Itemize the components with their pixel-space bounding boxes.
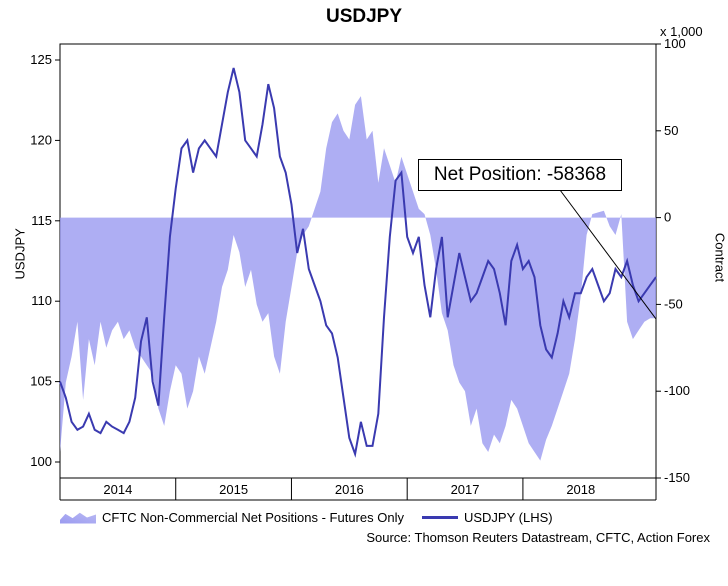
source-note: Source: Thomson Reuters Datastream, CFTC… — [366, 530, 710, 545]
legend-area-swatch — [60, 512, 96, 524]
right-axis-label: Contract — [712, 232, 728, 283]
x-tick-label: 2014 — [103, 482, 132, 497]
right-tick-label: 50 — [664, 123, 678, 138]
legend-area-label: CFTC Non-Commercial Net Positions - Futu… — [102, 510, 404, 525]
left-tick-label: 120 — [30, 132, 52, 147]
x-tick-label: 2018 — [566, 482, 595, 497]
left-axis-label: USDJPY — [12, 228, 28, 280]
left-tick-label: 105 — [30, 374, 52, 389]
right-axis-unit: x 1,000 — [660, 24, 703, 39]
legend: CFTC Non-Commercial Net Positions - Futu… — [60, 510, 571, 525]
left-tick-label: 100 — [30, 454, 52, 469]
legend-line-label: USDJPY (LHS) — [463, 510, 553, 525]
legend-line-swatch — [421, 516, 458, 519]
chart-title: USDJPY — [325, 6, 403, 27]
right-tick-label: -50 — [664, 296, 683, 311]
legend-item-usdjpy: USDJPY (LHS) — [421, 510, 553, 525]
left-tick-label: 125 — [30, 52, 52, 67]
net-position-callout: Net Position: -58368 — [418, 159, 622, 191]
right-tick-label: -100 — [664, 383, 690, 398]
right-tick-label: -150 — [664, 470, 690, 485]
left-tick-label: 115 — [31, 213, 52, 228]
x-tick-label: 2016 — [335, 482, 364, 497]
right-tick-label: 0 — [664, 210, 671, 225]
x-tick-label: 2017 — [451, 482, 480, 497]
series-line-usdjpy — [59, 67, 657, 458]
callout-leader-line — [559, 189, 657, 320]
right-tick-label: 100 — [664, 36, 686, 51]
series-area-cftc — [60, 96, 656, 461]
legend-item-cftc: CFTC Non-Commercial Net Positions - Futu… — [60, 510, 404, 525]
x-tick-label: 2015 — [219, 482, 248, 497]
left-tick-label: 110 — [31, 293, 52, 308]
